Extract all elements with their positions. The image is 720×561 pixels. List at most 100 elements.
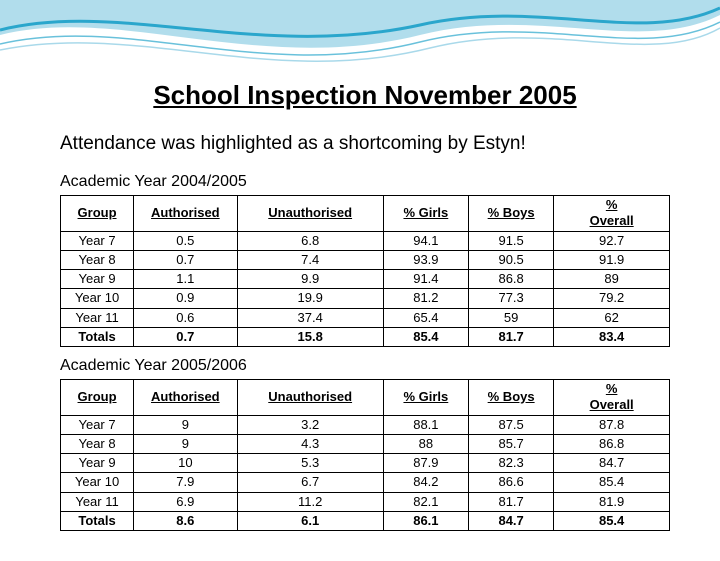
column-header: % Girls [383,380,468,416]
table-cell: Year 9 [61,270,134,289]
attendance-table-2005: GroupAuthorisedUnauthorised% Girls% Boys… [60,379,670,531]
table-cell: Year 11 [61,492,134,511]
table-cell: 86.8 [469,270,554,289]
table-cell: 8.6 [134,511,238,530]
column-header: % Girls [383,196,468,232]
table-cell: 0.6 [134,308,238,327]
table-cell: 92.7 [554,231,670,250]
table-cell: 82.3 [469,454,554,473]
table-cell: 0.7 [134,250,238,269]
table-row: Year 116.911.282.181.781.9 [61,492,670,511]
table-cell: 77.3 [469,289,554,308]
table-cell: 86.1 [383,511,468,530]
table-row: Year 894.38885.786.8 [61,434,670,453]
table-cell: 93.9 [383,250,468,269]
table-cell: 0.5 [134,231,238,250]
subtitle-text: Attendance was highlighted as a shortcom… [60,133,670,155]
table-row: Year 100.919.981.277.379.2 [61,289,670,308]
table-cell: 6.1 [237,511,383,530]
table-cell: 19.9 [237,289,383,308]
table-cell: 7.4 [237,250,383,269]
column-header: Group [61,380,134,416]
table-cell: 94.1 [383,231,468,250]
column-header: %Overall [554,196,670,232]
table-cell: 86.8 [554,434,670,453]
table-row: Year 70.56.894.191.592.7 [61,231,670,250]
table-cell: 84.2 [383,473,468,492]
table-cell: 84.7 [469,511,554,530]
table-cell: 87.5 [469,415,554,434]
table-cell: 85.4 [554,473,670,492]
table-cell: 10 [134,454,238,473]
table-cell: 6.9 [134,492,238,511]
column-header: Unauthorised [237,380,383,416]
column-header: Authorised [134,380,238,416]
table-cell: Year 7 [61,231,134,250]
table-cell: Year 8 [61,250,134,269]
table-cell: 1.1 [134,270,238,289]
attendance-table-2004: GroupAuthorisedUnauthorised% Girls% Boys… [60,195,670,347]
table-cell: 6.8 [237,231,383,250]
table-cell: 81.7 [469,327,554,346]
table-cell: Year 10 [61,289,134,308]
table-cell: 91.5 [469,231,554,250]
year-label-2005: Academic Year 2005/2006 [60,357,670,375]
table-cell: 87.9 [383,454,468,473]
column-header: Authorised [134,196,238,232]
table-cell: 9 [134,415,238,434]
table-header-row: GroupAuthorisedUnauthorised% Girls% Boys… [61,196,670,232]
table-cell: 90.5 [469,250,554,269]
table-cell: Year 9 [61,454,134,473]
table-cell: 86.6 [469,473,554,492]
table-cell: 88.1 [383,415,468,434]
column-header: Group [61,196,134,232]
table-cell: 0.9 [134,289,238,308]
table-cell: 5.3 [237,454,383,473]
table-cell: 11.2 [237,492,383,511]
table-row: Year 9105.387.982.384.7 [61,454,670,473]
table-cell: Year 11 [61,308,134,327]
table-cell: 81.2 [383,289,468,308]
table-cell: 91.9 [554,250,670,269]
table-cell: 3.2 [237,415,383,434]
table-cell: 87.8 [554,415,670,434]
table-cell: 9.9 [237,270,383,289]
table-cell: 0.7 [134,327,238,346]
column-header: % Boys [469,380,554,416]
table-row: Year 91.19.991.486.889 [61,270,670,289]
table-cell: 85.7 [469,434,554,453]
column-header: % Boys [469,196,554,232]
slide-content: School Inspection November 2005 Attendan… [0,0,720,561]
table-cell: 6.7 [237,473,383,492]
table-cell: 85.4 [383,327,468,346]
table-cell: Year 10 [61,473,134,492]
table-row: Year 107.96.784.286.685.4 [61,473,670,492]
column-header: Unauthorised [237,196,383,232]
table-cell: 89 [554,270,670,289]
table-cell: Year 7 [61,415,134,434]
table-cell: 65.4 [383,308,468,327]
table-cell: 4.3 [237,434,383,453]
table-cell: 62 [554,308,670,327]
table-row: Year 80.77.493.990.591.9 [61,250,670,269]
table-cell: 59 [469,308,554,327]
table-cell: 85.4 [554,511,670,530]
totals-row: Totals0.715.885.481.783.4 [61,327,670,346]
totals-row: Totals8.66.186.184.785.4 [61,511,670,530]
table-cell: 81.7 [469,492,554,511]
table-cell: Totals [61,327,134,346]
table-cell: 15.8 [237,327,383,346]
year-label-2004: Academic Year 2004/2005 [60,173,670,191]
page-title: School Inspection November 2005 [60,80,670,111]
table-cell: 81.9 [554,492,670,511]
table-cell: 91.4 [383,270,468,289]
table-row: Year 793.288.187.587.8 [61,415,670,434]
table-cell: 7.9 [134,473,238,492]
table-header-row: GroupAuthorisedUnauthorised% Girls% Boys… [61,380,670,416]
table-row: Year 110.637.465.45962 [61,308,670,327]
table-cell: 84.7 [554,454,670,473]
table-cell: 79.2 [554,289,670,308]
table-cell: 82.1 [383,492,468,511]
table-cell: Year 8 [61,434,134,453]
table-cell: 9 [134,434,238,453]
